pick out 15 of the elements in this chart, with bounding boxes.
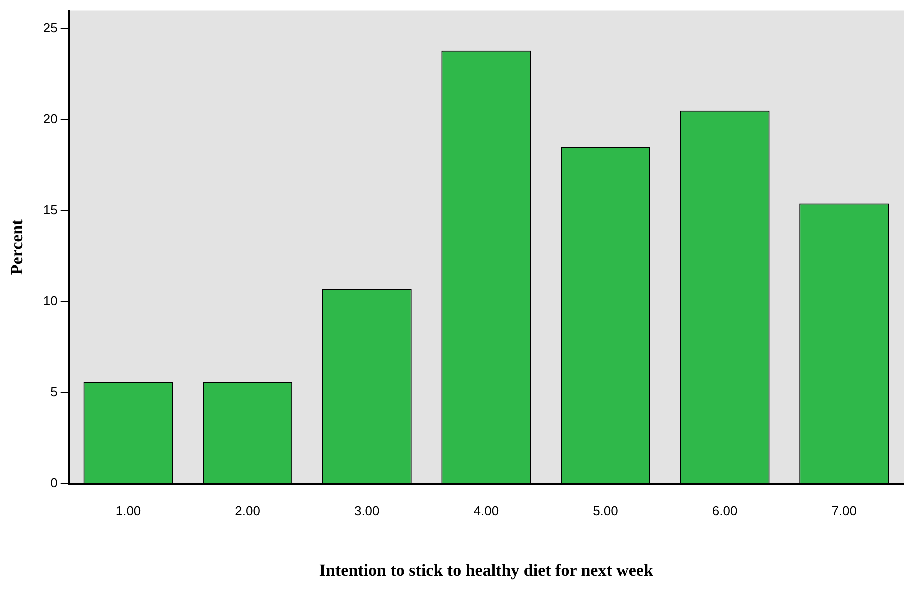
y-tick-label: 15 — [43, 202, 58, 218]
x-tick-label: 1.00 — [116, 503, 142, 518]
x-tick-label: 6.00 — [712, 503, 738, 518]
y-tick-label: 5 — [50, 384, 58, 400]
y-tick-label: 25 — [43, 20, 58, 36]
x-axis-title: Intention to stick to healthy diet for next week — [319, 561, 654, 580]
y-axis-title: Percent — [8, 219, 27, 276]
y-tick-label: 0 — [50, 476, 58, 491]
y-tick-label: 10 — [43, 294, 58, 309]
x-tick-label: 2.00 — [235, 503, 260, 518]
x-tick-label: 3.00 — [354, 503, 380, 518]
y-tick-label: 20 — [43, 112, 58, 127]
x-tick-label: 4.00 — [474, 503, 500, 518]
x-tick-label: 5.00 — [593, 503, 618, 518]
x-tick-label: 7.00 — [832, 503, 858, 518]
